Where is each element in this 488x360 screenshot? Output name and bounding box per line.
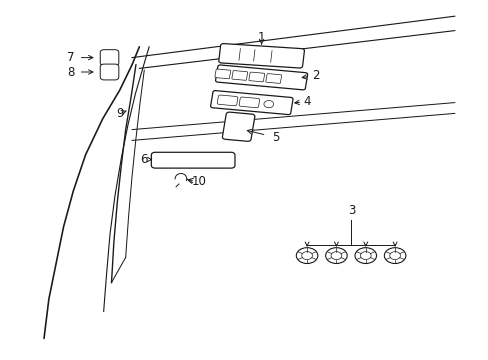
Line: 2 pts: 2 pts bbox=[253, 50, 254, 61]
FancyBboxPatch shape bbox=[151, 152, 234, 168]
Point bbox=[268, 59, 274, 64]
Point bbox=[236, 59, 242, 64]
Line: 2 pts: 2 pts bbox=[239, 49, 240, 60]
FancyBboxPatch shape bbox=[214, 69, 230, 79]
Text: 9: 9 bbox=[116, 107, 123, 120]
FancyBboxPatch shape bbox=[231, 71, 247, 80]
Point bbox=[251, 48, 257, 52]
Point bbox=[251, 59, 257, 64]
FancyBboxPatch shape bbox=[222, 112, 254, 141]
FancyBboxPatch shape bbox=[239, 97, 259, 108]
FancyBboxPatch shape bbox=[100, 50, 119, 66]
Circle shape bbox=[301, 252, 312, 260]
Point bbox=[268, 48, 274, 52]
Circle shape bbox=[325, 248, 346, 264]
Line: 2 pts: 2 pts bbox=[270, 51, 271, 62]
Text: 2: 2 bbox=[311, 69, 319, 82]
Circle shape bbox=[330, 252, 341, 260]
Text: 7: 7 bbox=[67, 51, 75, 64]
FancyBboxPatch shape bbox=[265, 74, 281, 84]
Circle shape bbox=[360, 252, 370, 260]
Text: 8: 8 bbox=[67, 66, 75, 78]
Text: 4: 4 bbox=[303, 95, 310, 108]
FancyBboxPatch shape bbox=[210, 91, 292, 114]
FancyBboxPatch shape bbox=[218, 44, 304, 68]
FancyBboxPatch shape bbox=[248, 72, 264, 82]
Circle shape bbox=[264, 100, 273, 108]
Text: 3: 3 bbox=[347, 204, 355, 217]
Circle shape bbox=[384, 248, 405, 264]
Text: 1: 1 bbox=[257, 31, 265, 44]
FancyBboxPatch shape bbox=[100, 64, 119, 80]
Text: 6: 6 bbox=[140, 153, 148, 166]
Circle shape bbox=[296, 248, 317, 264]
Text: 5: 5 bbox=[272, 131, 280, 144]
FancyBboxPatch shape bbox=[217, 95, 237, 106]
Text: 10: 10 bbox=[192, 175, 206, 188]
Circle shape bbox=[354, 248, 376, 264]
Point bbox=[236, 48, 242, 52]
FancyBboxPatch shape bbox=[215, 65, 307, 90]
Circle shape bbox=[389, 252, 400, 260]
